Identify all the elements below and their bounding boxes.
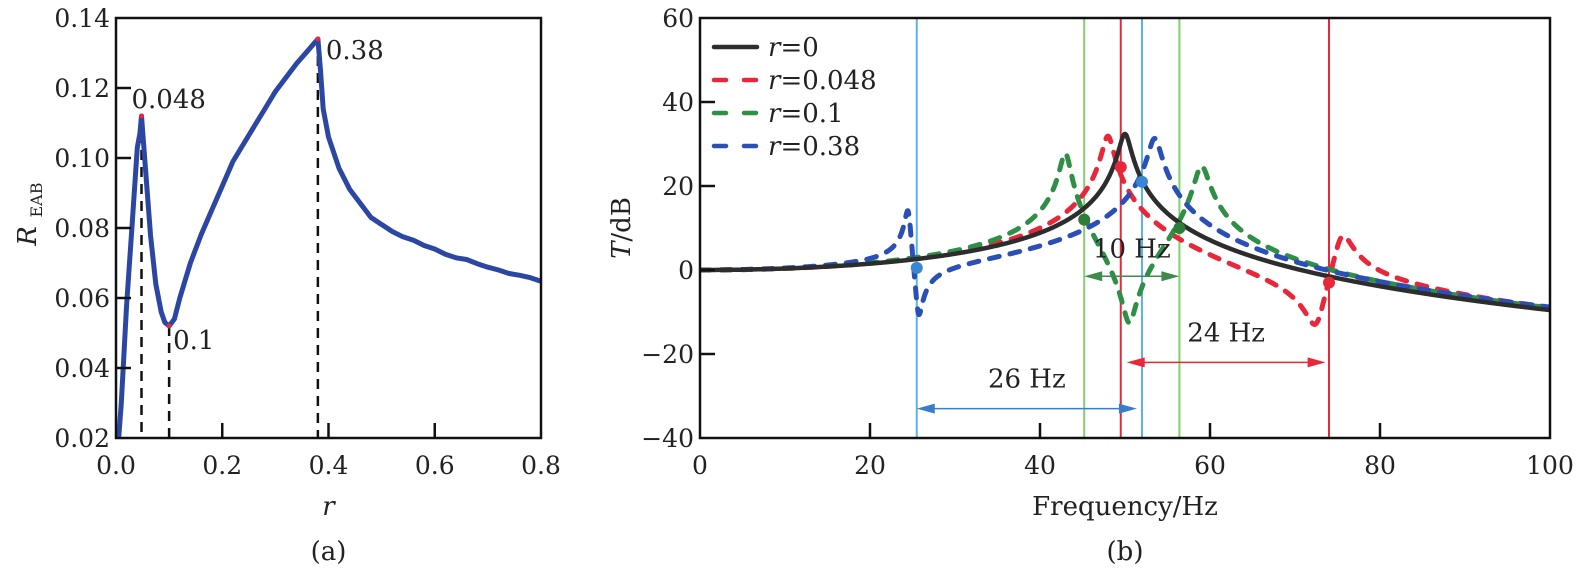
legend-label-r=0.1: r=0.1 [768, 99, 844, 129]
intersection-point [1173, 222, 1186, 234]
legend-label-r=0: r=0 [768, 33, 819, 63]
marker-label-0.048: 0.048 [132, 85, 206, 115]
reab-curve [116, 36, 541, 438]
arrow-head-left [1084, 271, 1103, 282]
y-tick-label: −40 [641, 424, 694, 453]
y-tick-label: 40 [662, 88, 694, 117]
marker-0.38 [315, 36, 321, 42]
y-tick-label: 0.12 [54, 74, 110, 103]
intersection-point [910, 261, 923, 274]
legend-eq: = [780, 99, 802, 129]
legend-label-r=0.38: r=0.38 [768, 132, 860, 162]
legend-var: r [768, 66, 782, 96]
intersection-point [1114, 161, 1127, 174]
arrow-head-right [1118, 403, 1137, 414]
legend-label-r=0.048: r=0.048 [768, 66, 877, 96]
x-tick-label: 0.0 [96, 451, 136, 480]
intersection-point [1136, 175, 1148, 188]
marker-label-0.1: 0.1 [173, 326, 214, 356]
legend-val: 0 [802, 33, 819, 63]
legend-var: r [768, 132, 782, 162]
y-axis-label-main: R [13, 226, 43, 247]
marker-0.048 [139, 113, 144, 119]
intersection-point [1323, 276, 1335, 289]
plot-frame [698, 16, 1552, 440]
y-tick-label: 0.02 [54, 424, 110, 453]
curves [700, 131, 1550, 327]
x-tick-label: 0 [692, 451, 708, 480]
legend-val: 0.1 [802, 99, 843, 129]
y-axis-label-main: T [607, 240, 637, 259]
x-tick-label: 0.8 [521, 451, 561, 480]
x-tick-label: 20 [854, 451, 886, 480]
y-axis-label: T/dB [607, 197, 637, 259]
legend-eq: = [780, 66, 802, 96]
y-tick-label: 0.14 [54, 4, 110, 33]
x-tick-label: 40 [1024, 451, 1056, 480]
series-line-r=0 [700, 131, 1550, 313]
y-tick-label: 0.06 [54, 284, 110, 313]
y-tick-label: 0 [678, 256, 694, 285]
intersection-point [1078, 213, 1091, 226]
panel-b: 10 Hz 24 Hz 26 Hz 0 20 40 60 80 100 −40 −20 0 20 40 60… [607, 4, 1574, 567]
arrow-head-right [1307, 357, 1326, 368]
y-axis-label-unit: /dB [607, 197, 637, 242]
x-axis-label: Frequency/Hz [1032, 492, 1218, 522]
y-tick-label: 20 [662, 172, 694, 201]
x-tick-label: 0.6 [415, 451, 455, 480]
x-tick-label: 60 [1194, 451, 1226, 480]
y-axis-label: R EAB [13, 183, 46, 247]
y-tick-label: 0.04 [54, 354, 110, 383]
y-axis-label-sub: EAB [27, 183, 46, 218]
x-axis-label: r [322, 492, 336, 522]
legend-val: 0.38 [802, 132, 860, 162]
series-line-r=0.048 [700, 133, 1550, 327]
x-tick-label: 0.4 [309, 451, 349, 480]
panel-a: 0.048 0.1 0.38 0.0 0.2 0.4 0.6 0.8 0.02 0.04 0.06 0… [13, 4, 561, 567]
legend-val: 0.048 [802, 66, 876, 96]
annotation-label: 26 Hz [988, 365, 1066, 395]
arrow-head-left [916, 403, 935, 414]
arrow-head-left [1126, 357, 1145, 368]
plot-frame [114, 16, 543, 440]
y-tick-label: 60 [662, 4, 694, 33]
y-axis-label-text: T/dB [607, 197, 637, 259]
series-line-r=0.38 [700, 135, 1550, 318]
marker-0.1 [166, 323, 172, 329]
legend-eq: = [780, 132, 802, 162]
x-tick-label: 100 [1526, 451, 1574, 480]
x-tick-label: 80 [1364, 451, 1396, 480]
arrow-head-right [1161, 271, 1180, 282]
marker-label-0.38: 0.38 [326, 36, 384, 66]
annotation-label: 24 Hz [1187, 318, 1265, 348]
legend-eq: = [780, 33, 802, 63]
legend-var: r [768, 99, 782, 129]
panel-caption: (a) [311, 537, 347, 567]
y-tick-label: 0.08 [54, 214, 110, 243]
legend-var: r [768, 33, 782, 63]
y-tick-label: 0.10 [54, 144, 110, 173]
annotation-label: 10 Hz [1093, 234, 1171, 264]
x-tick-label: 0.2 [202, 451, 242, 480]
panel-caption: (b) [1107, 537, 1144, 567]
y-tick-label: −20 [641, 340, 694, 369]
